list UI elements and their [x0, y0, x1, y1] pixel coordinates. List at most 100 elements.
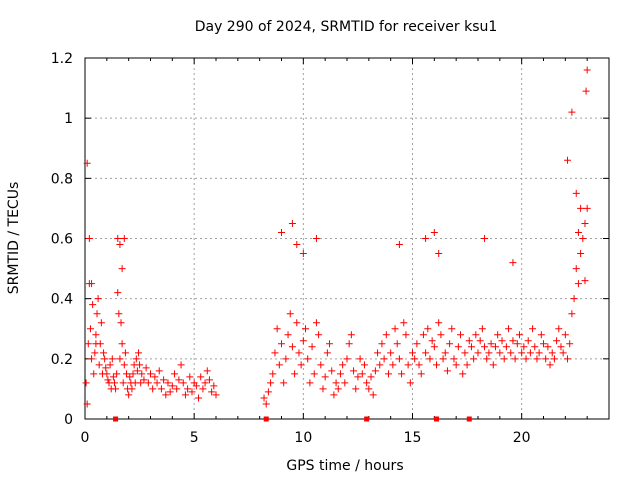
data-point [345, 340, 353, 348]
data-point [529, 325, 537, 333]
data-point [365, 385, 373, 393]
data-point [422, 349, 430, 357]
data-point [369, 391, 377, 399]
data-point [542, 355, 550, 363]
data-point [360, 361, 368, 369]
data-point [546, 361, 554, 369]
data-point [104, 376, 112, 384]
data-point [505, 325, 513, 333]
data-point [470, 355, 478, 363]
data-point [90, 370, 98, 378]
data-point [389, 361, 397, 369]
data-point [347, 331, 355, 339]
data-point [406, 379, 414, 387]
data-point [574, 228, 582, 236]
data-point [153, 379, 161, 387]
data-point [171, 370, 179, 378]
data-point [577, 250, 585, 258]
data-point [286, 310, 294, 318]
chart-title: Day 290 of 2024, SRMTID for receiver ksu… [195, 19, 498, 35]
data-point [502, 343, 510, 351]
data-point [144, 379, 152, 387]
data-points [82, 66, 591, 422]
data-point [291, 370, 299, 378]
data-point [570, 295, 578, 303]
data-point [280, 379, 288, 387]
data-point [110, 379, 118, 387]
data-point [128, 385, 136, 393]
data-point [540, 340, 547, 348]
data-point [363, 379, 371, 387]
data-point [304, 355, 312, 363]
data-point [564, 156, 572, 164]
chart-grid [85, 58, 609, 419]
data-point [293, 319, 301, 327]
x-axis-label: GPS time / hours [286, 458, 403, 474]
data-point [126, 373, 134, 381]
data-point [481, 343, 489, 351]
data-point [336, 370, 344, 378]
data-point [371, 367, 379, 375]
data-point [112, 385, 120, 393]
y-tick-label: 1.2 [51, 51, 73, 67]
data-point [282, 355, 290, 363]
data-point [138, 370, 146, 378]
data-point [94, 295, 102, 303]
data-point [341, 379, 349, 387]
data-point [114, 289, 122, 297]
data-point [117, 319, 125, 327]
data-point [557, 343, 565, 351]
data-point [564, 355, 572, 363]
data-point [422, 235, 430, 242]
data-point [343, 355, 351, 363]
data-point [125, 391, 133, 399]
data-point [461, 349, 469, 357]
data-point [465, 337, 473, 345]
data-point [88, 280, 96, 288]
data-point [463, 361, 471, 369]
data-point [308, 343, 316, 351]
data-point [426, 355, 434, 363]
data-point [568, 310, 576, 318]
data-point [507, 349, 515, 357]
x-tick-label: 5 [190, 430, 199, 446]
data-point [278, 340, 285, 348]
data-point [85, 235, 93, 242]
data-point [435, 250, 443, 258]
data-point [201, 379, 209, 387]
data-point [457, 331, 465, 339]
data-point [491, 343, 499, 351]
data-point [572, 265, 580, 273]
data-point [430, 343, 438, 351]
data-point [424, 325, 432, 333]
data-point [489, 361, 497, 369]
data-point [419, 331, 427, 339]
data-point [271, 349, 279, 357]
data-point [531, 343, 539, 351]
data-point [559, 349, 567, 357]
data-point [524, 337, 532, 345]
axis-gap-marker [263, 416, 269, 422]
axis-ticks: 0 0.2 0.4 0.6 0.8 1 1.2 0 5 10 15 20 [51, 51, 609, 446]
data-point [312, 319, 320, 327]
data-point [120, 361, 128, 369]
axis-gap-marker [364, 416, 370, 422]
data-point [89, 301, 97, 309]
data-point [295, 349, 303, 357]
data-point [526, 349, 534, 357]
data-point [157, 385, 165, 393]
data-point [544, 343, 552, 351]
data-point [162, 391, 170, 399]
data-point [398, 370, 406, 378]
data-point [404, 361, 412, 369]
data-point [522, 355, 530, 363]
data-point [120, 235, 128, 242]
data-point [555, 325, 563, 333]
data-point [321, 373, 329, 381]
data-point [116, 355, 124, 363]
x-tick-label: 10 [294, 430, 312, 446]
y-tick-label: 0.2 [51, 352, 73, 368]
y-tick-label: 0 [64, 412, 73, 428]
data-point [133, 367, 141, 375]
